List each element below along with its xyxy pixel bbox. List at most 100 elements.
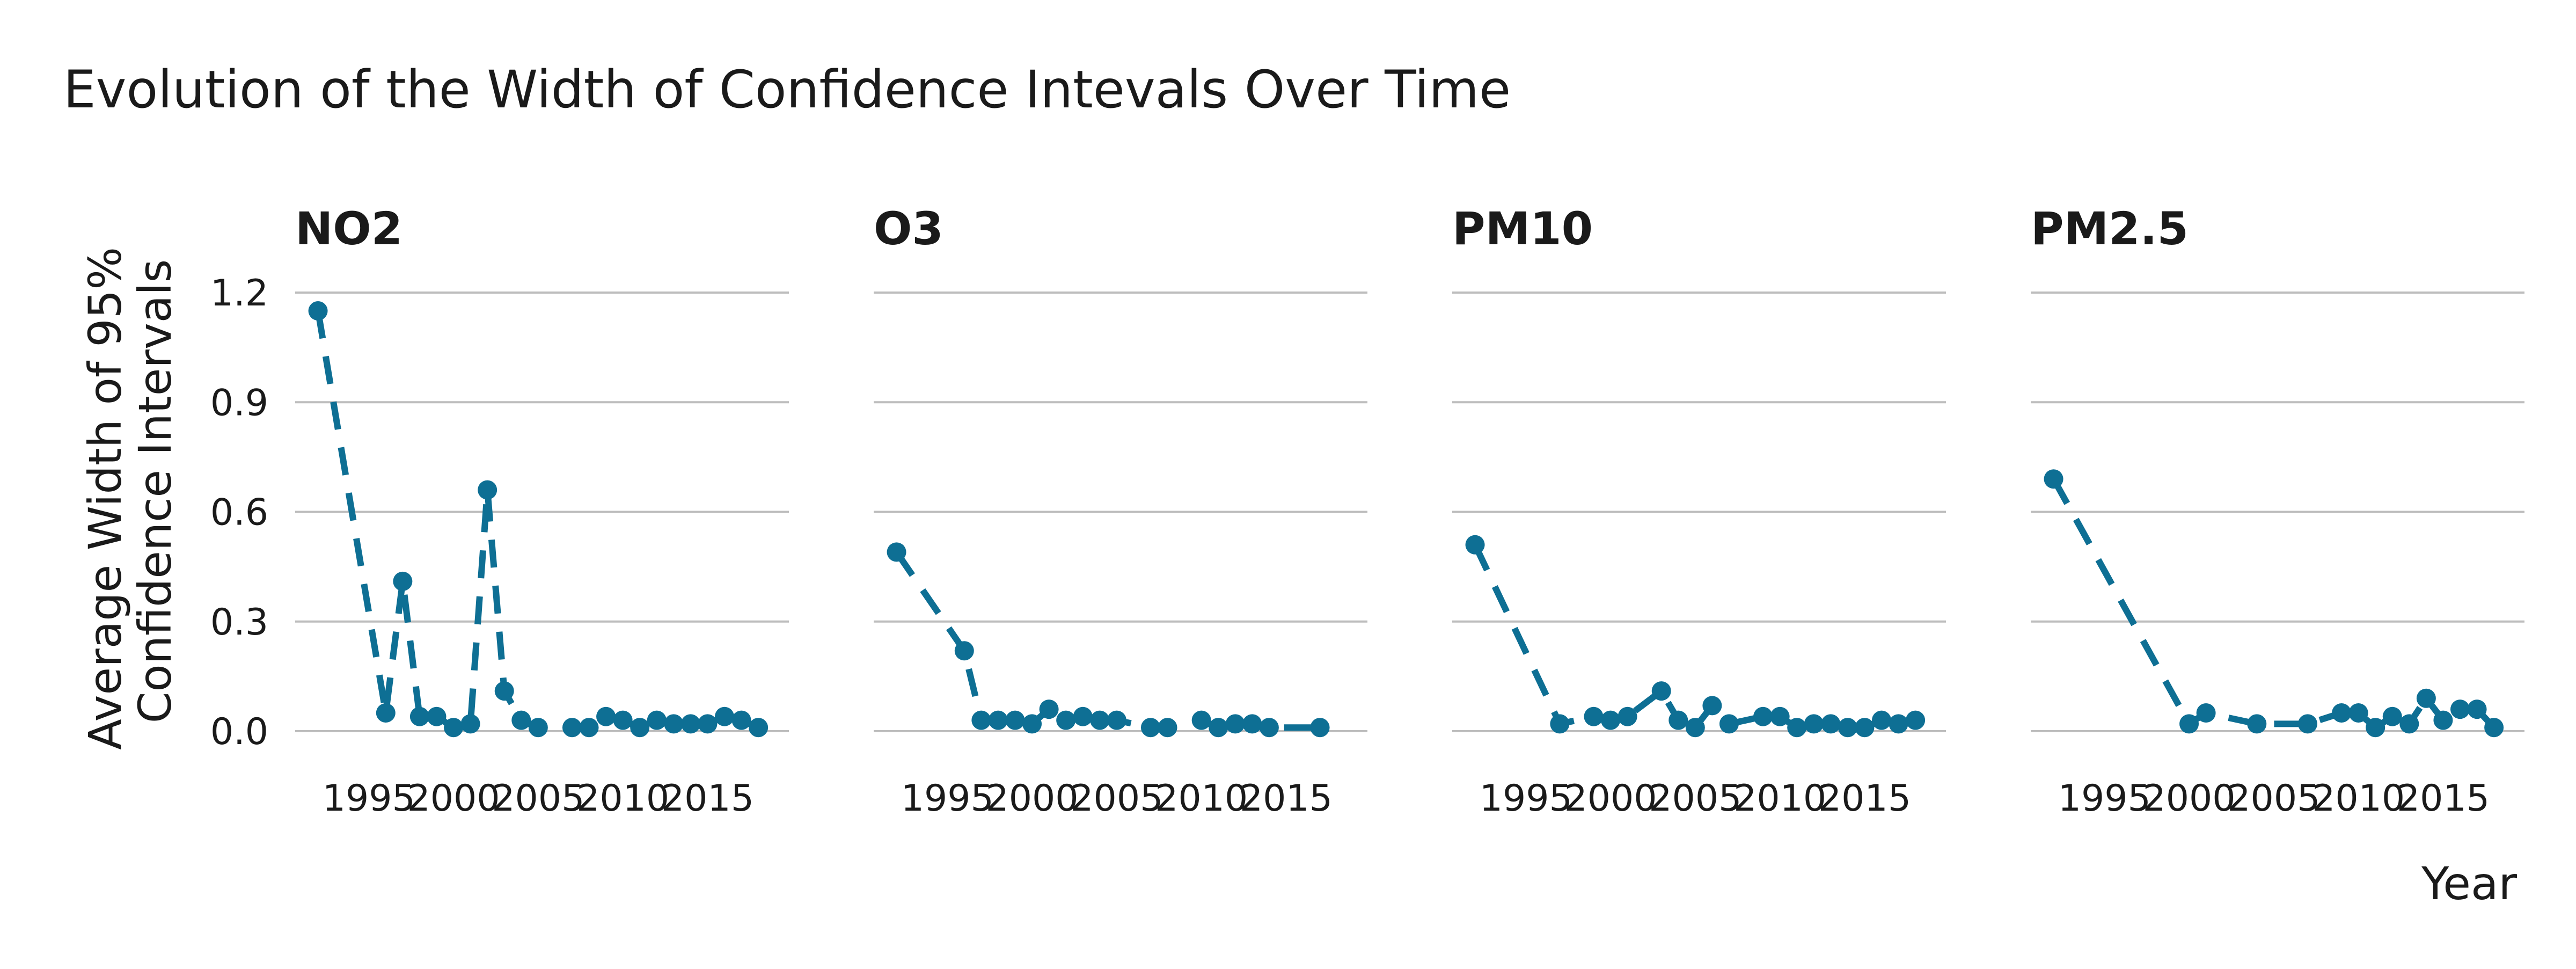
panel-title: PM10 [1452, 202, 1593, 255]
data-point [2332, 703, 2352, 723]
data-point [2297, 714, 2317, 734]
data-point [2416, 688, 2436, 708]
data-point [376, 703, 396, 723]
data-point [647, 710, 667, 730]
data-point [887, 542, 906, 562]
series-line [1472, 543, 1916, 732]
data-point [2179, 714, 2199, 734]
x-tick-label: 2005 [1649, 777, 1741, 820]
data-point [680, 714, 700, 734]
data-point [1209, 718, 1228, 738]
data-point [1039, 700, 1059, 719]
data-point [511, 710, 531, 730]
data-point [1770, 706, 1790, 726]
data-point [1906, 710, 1926, 730]
data-point [1022, 714, 1042, 734]
y-axis-title-line-1: Average Width of 95% [79, 247, 131, 750]
data-point [1584, 706, 1604, 726]
data-point [1310, 718, 1330, 738]
data-point [1702, 696, 1722, 716]
data-point [1550, 714, 1570, 734]
data-point [1158, 718, 1177, 738]
data-point [988, 710, 1008, 730]
data-point [971, 710, 991, 730]
data-point [1225, 714, 1245, 734]
data-point [409, 706, 429, 726]
data-point [1005, 710, 1025, 730]
data-point [698, 714, 718, 734]
data-point [664, 714, 684, 734]
x-tick-label: 2015 [1818, 777, 1911, 820]
data-point [427, 706, 447, 726]
x-tick-label: 2000 [407, 777, 500, 820]
data-point [749, 718, 769, 738]
data-point [1668, 710, 1688, 730]
data-point [1242, 714, 1262, 734]
panel-title: O3 [874, 202, 943, 255]
data-point [1804, 714, 1824, 734]
data-point [1073, 706, 1093, 726]
data-point [1719, 714, 1739, 734]
y-tick-label: 0.9 [210, 382, 268, 424]
data-point [613, 710, 633, 730]
data-point [1090, 710, 1110, 730]
x-tick-label: 2015 [661, 777, 754, 820]
data-point [2348, 703, 2368, 723]
data-point [444, 718, 464, 738]
panel-title: NO2 [295, 202, 402, 255]
x-tick-label: 2010 [576, 777, 669, 820]
data-point [954, 641, 974, 661]
x-axis-title: Year [2421, 857, 2517, 910]
data-point [494, 681, 514, 701]
data-point [715, 706, 734, 726]
data-point [579, 718, 599, 738]
x-tick-label: 1995 [901, 777, 994, 820]
x-tick-label: 2015 [2397, 777, 2490, 820]
x-tick-label: 2010 [1733, 777, 1826, 820]
x-tick-label: 1995 [2058, 777, 2151, 820]
data-point [1855, 718, 1875, 738]
series-line [314, 310, 760, 731]
data-point [2247, 714, 2267, 734]
data-point [1872, 710, 1891, 730]
panel-title: PM2.5 [2031, 202, 2189, 255]
y-tick-label: 1.2 [210, 272, 268, 315]
data-point [2484, 718, 2504, 738]
data-point [2399, 714, 2419, 734]
chart-title: Evolution of the Width of Confidence Int… [63, 60, 1511, 120]
data-point [1056, 710, 1076, 730]
data-point [528, 718, 548, 738]
y-axis-title: Average Width of 95% Confidence Interval… [79, 232, 181, 749]
x-tick-label: 1995 [323, 777, 415, 820]
data-point [1140, 718, 1160, 738]
x-tick-label: 2005 [2227, 777, 2320, 820]
data-point [2366, 718, 2385, 738]
x-tick-label: 1995 [1480, 777, 1572, 820]
series-line [894, 550, 1320, 731]
x-tick-label: 2000 [986, 777, 1079, 820]
x-tick-label: 2010 [2312, 777, 2405, 820]
data-point [1465, 535, 1485, 555]
y-tick-label: 0.0 [210, 711, 268, 753]
x-tick-label: 2000 [1564, 777, 1657, 820]
data-point [596, 706, 616, 726]
facet-panels: NO20.00.30.60.91.219952000200520102015O3… [210, 202, 2524, 820]
x-tick-label: 2015 [1240, 777, 1333, 820]
data-point [2467, 700, 2487, 719]
x-tick-label: 2010 [1155, 777, 1248, 820]
data-point [478, 480, 497, 500]
data-point [1838, 718, 1857, 738]
data-point [1618, 706, 1637, 726]
data-point [393, 571, 413, 591]
data-point [1191, 710, 1211, 730]
data-point [630, 718, 650, 738]
data-point [1787, 718, 1807, 738]
data-point [2196, 703, 2216, 723]
data-point [2433, 710, 2453, 730]
data-point [460, 714, 480, 734]
data-point [1651, 681, 1671, 701]
data-point [1259, 718, 1279, 738]
